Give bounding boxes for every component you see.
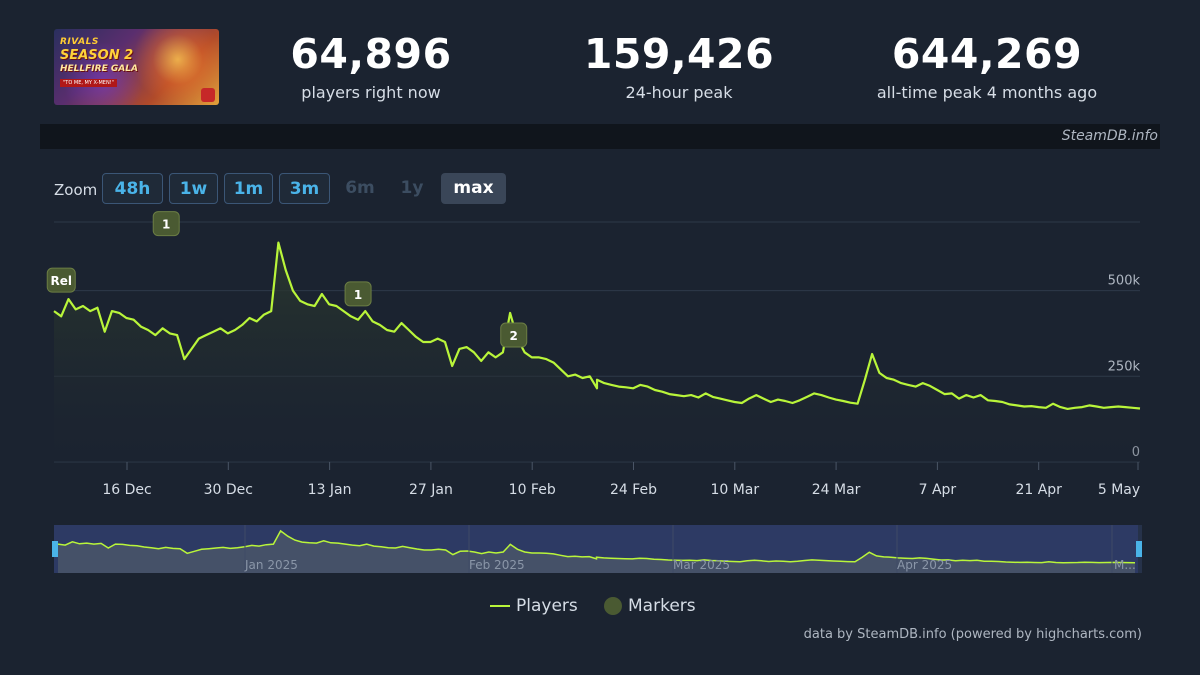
- capsule-logo-tag: "TO ME, MY X-MEN!": [60, 79, 117, 87]
- marker-badge: [344, 281, 372, 307]
- stat-value: 644,269: [891, 30, 1083, 78]
- x-tick-label: 24 Mar: [812, 482, 861, 498]
- credit-strip: SteamDB.info: [40, 124, 1160, 149]
- navigator-line: [57, 529, 1136, 564]
- stat-value: 64,896: [290, 30, 452, 78]
- zoom-max-button[interactable]: max: [441, 173, 506, 204]
- capsule-logo-top: RIVALS: [60, 37, 99, 47]
- navigator-label: Feb 2025: [469, 558, 525, 572]
- legend-marker-dot-icon: [604, 597, 622, 615]
- players-area: [54, 242, 1140, 462]
- marker-badge: [152, 211, 180, 237]
- stat-label: 24-hour peak: [625, 83, 733, 102]
- chart-markers: Rel 1 1 2: [46, 211, 528, 348]
- x-tick-label: 7 Apr: [919, 482, 957, 498]
- x-tick-label: 10 Mar: [710, 482, 759, 498]
- marker-label: 2: [510, 329, 518, 343]
- x-tick-label: 5 May: [1098, 482, 1140, 498]
- stat-24h-peak: 159,426 24-hour peak: [568, 30, 790, 104]
- legend-players-label: Players: [516, 596, 578, 616]
- marker-label: Rel: [50, 274, 72, 288]
- zoom-1y-button[interactable]: 1y: [400, 178, 424, 198]
- marker-label: 1: [162, 218, 170, 232]
- capsule-logo-main: SEASON 2: [60, 48, 134, 63]
- x-tick-label: 27 Jan: [409, 482, 453, 498]
- navigator-label: Mar 2025: [673, 558, 730, 572]
- y-tick-label: 500k: [1108, 274, 1141, 289]
- navigator-labels: Jan 2025 Feb 2025 Mar 2025 Apr 2025 M...: [244, 525, 1136, 573]
- legend-players[interactable]: Players: [490, 596, 578, 616]
- game-capsule-image: RIVALS SEASON 2 HELLFIRE GALA "TO ME, MY…: [54, 29, 219, 105]
- x-tick-label: 24 Feb: [610, 482, 657, 498]
- navigator-right-handle[interactable]: [1136, 541, 1142, 557]
- navigator-label: Apr 2025: [897, 558, 952, 572]
- marker-badge: [500, 322, 528, 348]
- x-tick-label: 16 Dec: [102, 482, 151, 498]
- zoom-1m-button[interactable]: 1m: [224, 173, 273, 204]
- navigator-area: [58, 530, 1135, 573]
- zoom-label: Zoom: [54, 181, 98, 199]
- zoom-1w-button[interactable]: 1w: [169, 173, 218, 204]
- zoom-3m-button[interactable]: 3m: [279, 173, 330, 204]
- steamdb-credit: SteamDB.info: [1061, 128, 1158, 144]
- players-series-line: [53, 241, 1141, 410]
- zoom-6m-button[interactable]: 6m: [345, 178, 375, 198]
- stat-label: all-time peak 4 months ago: [876, 83, 1098, 102]
- x-tick-label: 30 Dec: [204, 482, 253, 498]
- navigator-label: Jan 2025: [244, 558, 298, 572]
- marker-badge: [46, 267, 76, 293]
- capsule-art: [54, 29, 219, 105]
- footer-credit: data by SteamDB.info (powered by highcha…: [803, 627, 1142, 642]
- stat-label: players right now: [301, 83, 441, 102]
- stat-current-players: 64,896 players right now: [260, 30, 482, 104]
- marker-label: 1: [354, 288, 362, 302]
- capsule-rating-badge-icon: [201, 88, 215, 102]
- zoom-48h-button[interactable]: 48h: [102, 173, 163, 204]
- x-axis-ticks: 16 Dec 30 Dec 13 Jan 27 Jan 10 Feb 24 Feb 10 M…: [102, 462, 1140, 498]
- capsule-logo-sub: HELLFIRE GALA: [60, 64, 138, 74]
- stat-value: 159,426: [583, 30, 775, 78]
- x-tick-label: 21 Apr: [1015, 482, 1062, 498]
- navigator-left-handle[interactable]: [52, 541, 58, 557]
- x-tick-label: 13 Jan: [308, 482, 352, 498]
- legend-markers[interactable]: Markers: [604, 596, 696, 616]
- x-tick-label: 10 Feb: [509, 482, 556, 498]
- stat-all-time-peak: 644,269 all-time peak 4 months ago: [862, 30, 1112, 104]
- legend-markers-label: Markers: [628, 596, 696, 616]
- legend-line-icon: [490, 605, 510, 607]
- y-tick-label: 250k: [1108, 359, 1141, 374]
- navigator-label: M...: [1114, 558, 1136, 572]
